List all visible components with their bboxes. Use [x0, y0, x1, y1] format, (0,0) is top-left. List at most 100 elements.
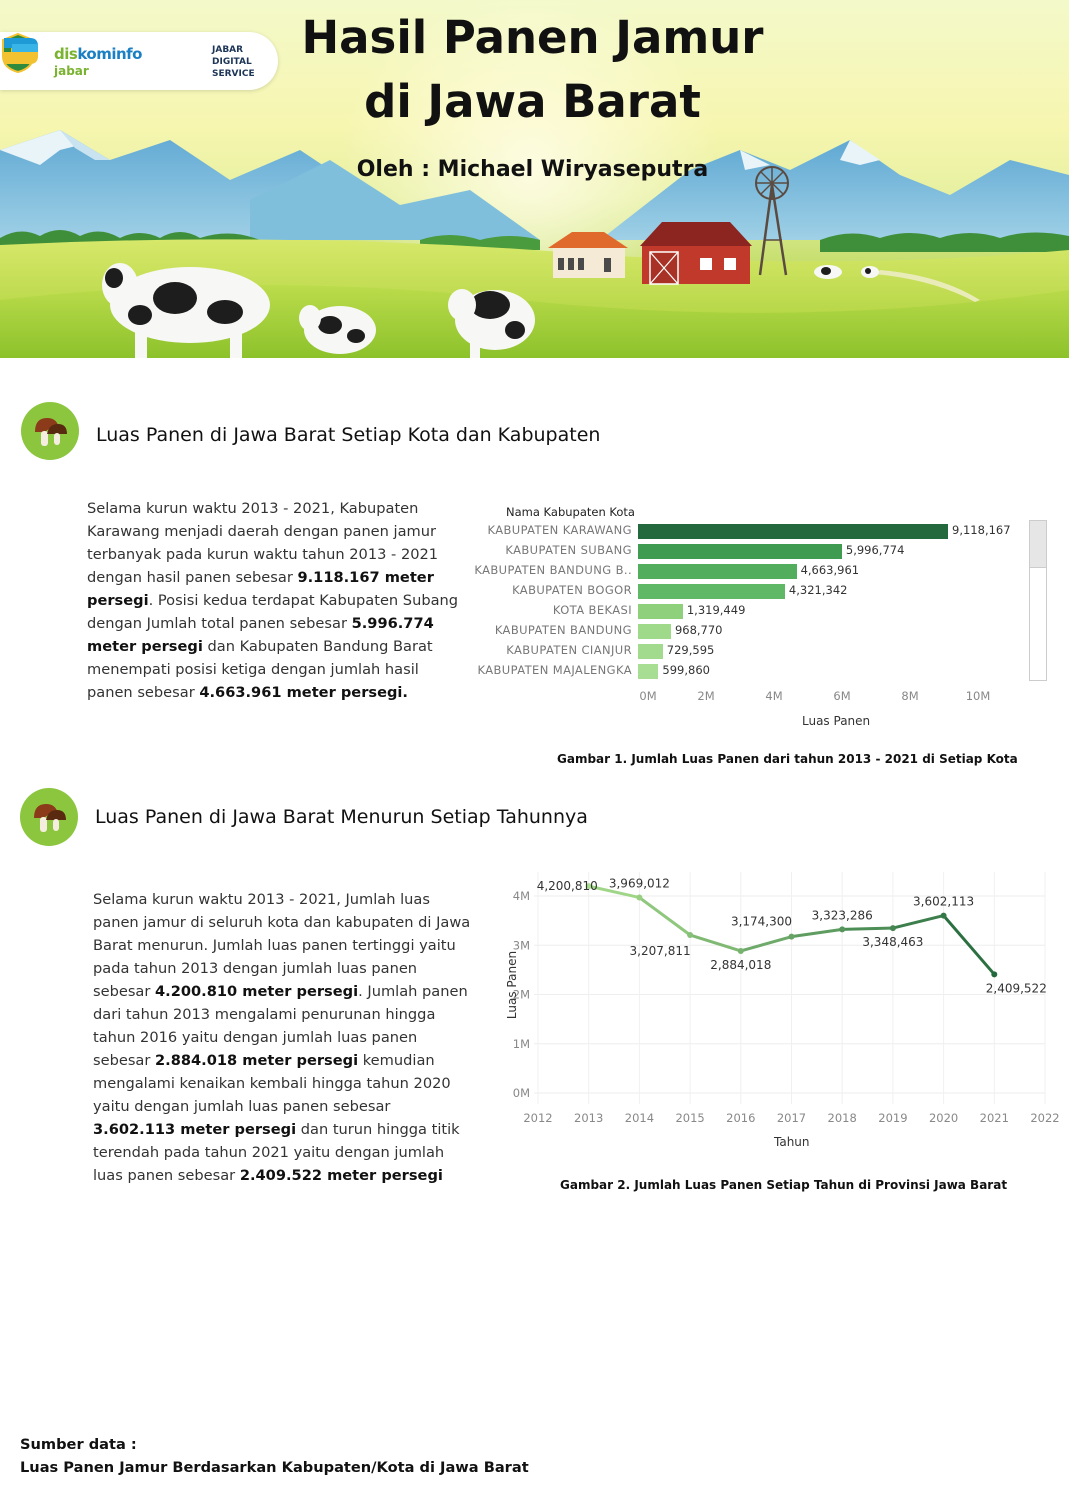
source-text: Luas Panen Jamur Berdasarkan Kabupaten/K… — [20, 1459, 529, 1476]
farm-landscape-illustration — [0, 0, 1069, 358]
bar-x-tick-label: 2M — [697, 689, 715, 703]
line-value-label: 2,409,522 — [986, 981, 1047, 995]
mushroom-icon — [21, 402, 79, 460]
bar-category-label: KABUPATEN MAJALENGKA — [477, 663, 632, 677]
line-value-label: 2,884,018 — [710, 958, 771, 972]
line-point — [991, 971, 998, 978]
figure2-caption: Gambar 2. Jumlah Luas Panen Setiap Tahun… — [560, 1178, 1008, 1192]
x-tick-label: 2017 — [777, 1111, 806, 1125]
bar-mark[interactable] — [638, 584, 785, 599]
bar-x-tick-label: 4M — [765, 689, 783, 703]
calf-illustration — [299, 305, 376, 354]
line-segment — [790, 927, 844, 939]
diskominfo-region: jabar — [54, 64, 89, 78]
bar-mark[interactable] — [638, 604, 683, 619]
x-tick-label: 2018 — [828, 1111, 857, 1125]
source-label: Sumber data : — [20, 1436, 137, 1453]
bar-value-label: 4,663,961 — [800, 563, 860, 577]
x-tick-label: 2020 — [929, 1111, 958, 1125]
line-point — [585, 883, 592, 890]
bar-value-label: 599,860 — [662, 663, 710, 677]
bar-category-label: KABUPATEN BANDUNG — [494, 623, 632, 637]
line-value-label: 3,969,012 — [609, 877, 670, 891]
bar-value-label: 5,996,774 — [845, 543, 905, 557]
bar-x-tick-label: 6M — [833, 689, 851, 703]
bar-mark[interactable] — [638, 544, 842, 559]
red-barn-illustration — [640, 222, 752, 285]
line-segment — [587, 884, 641, 900]
bar-x-tick-label: 0M — [639, 689, 657, 703]
line-value-label: 3,602,113 — [913, 895, 974, 909]
bar-category-label: KABUPATEN CIANJUR — [506, 643, 632, 657]
y-tick-label: 0M — [513, 1086, 530, 1100]
x-tick-label: 2022 — [1030, 1111, 1059, 1125]
mushroom-icon — [20, 788, 78, 846]
bar-x-tick-label: 8M — [901, 689, 919, 703]
y-tick-label: 4M — [513, 889, 530, 903]
line-point — [839, 926, 846, 933]
bar-category-label: KABUPATEN BANDUNG B.. — [474, 563, 632, 577]
cow-illustration — [102, 263, 270, 358]
x-tick-label: 2014 — [625, 1111, 654, 1125]
line-value-label: 3,207,811 — [630, 944, 691, 958]
farmhouse-illustration — [548, 232, 628, 278]
page-title: Hasil Panen Jamur di Jawa Barat — [301, 11, 764, 128]
line-point — [889, 925, 896, 932]
diskominfo-logo: diskominfo — [54, 45, 142, 63]
figure1-caption: Gambar 1. Jumlah Luas Panen dari tahun 2… — [557, 752, 1018, 766]
bar-category-label: KABUPATEN KARAWANG — [487, 523, 632, 537]
x-tick-label: 2013 — [574, 1111, 603, 1125]
cow-illustration-2 — [448, 289, 535, 358]
line-value-label: 4,200,810 — [537, 879, 598, 893]
line-segment — [739, 935, 793, 953]
line-value-label: 3,348,463 — [862, 935, 923, 949]
scrollbar-thumb[interactable] — [1030, 521, 1046, 568]
bar-mark[interactable] — [638, 624, 671, 639]
jds-logo-text: JABAR DIGITAL SERVICE — [212, 45, 255, 79]
jds-mark-icon — [4, 38, 38, 64]
bar-mark[interactable] — [638, 664, 659, 679]
partner-logos: diskominfo jabar JABAR DIGITAL SERVICE — [0, 32, 278, 90]
section1-title: Luas Panen di Jawa Barat Setiap Kota dan… — [96, 424, 601, 446]
bar-mark[interactable] — [638, 564, 797, 579]
x-tick-label: 2015 — [675, 1111, 704, 1125]
line-segment — [840, 926, 895, 931]
line-point — [940, 912, 947, 919]
line-segment — [891, 914, 946, 930]
bar-value-label: 729,595 — [666, 643, 715, 657]
line-point — [788, 933, 795, 940]
bar-chart-x-axis-title: Luas Panen — [802, 714, 871, 728]
bar-value-label: 968,770 — [674, 623, 723, 637]
line-segment — [688, 933, 743, 953]
author-line: Oleh : Michael Wiryaseputra — [356, 157, 709, 182]
bar-mark[interactable] — [638, 524, 949, 539]
y-tick-label: 1M — [513, 1037, 530, 1051]
line-value-label: 3,174,300 — [731, 915, 792, 929]
section2-paragraph: Selama kurun waktu 2013 - 2021, Jumlah l… — [93, 891, 471, 1184]
line-segment — [942, 914, 996, 976]
bar-value-label: 4,321,342 — [788, 583, 848, 597]
line-point — [737, 947, 744, 954]
bar-chart-scrollbar[interactable] — [1029, 520, 1047, 681]
x-tick-label: 2016 — [726, 1111, 755, 1125]
line-chart-y-axis-title: Luas Panen — [505, 950, 520, 1020]
bar-category-label: KOTA BEKASI — [552, 603, 632, 617]
bar-value-label: 9,118,167 — [952, 523, 1011, 537]
header-banner: diskominfo jabar JABAR DIGITAL SERVICE H… — [0, 0, 1069, 358]
bar-mark[interactable] — [638, 644, 663, 659]
x-tick-label: 2021 — [980, 1111, 1009, 1125]
line-point — [636, 894, 643, 901]
bar-category-label: KABUPATEN BOGOR — [512, 583, 632, 597]
line-chart-x-axis-title: Tahun — [774, 1135, 810, 1149]
bar-chart-category-header: Nama Kabupaten Kota — [506, 505, 635, 519]
section1-paragraph: Selama kurun waktu 2013 - 2021, Kabupate… — [87, 500, 459, 701]
line-segment — [637, 896, 692, 937]
distant-cows-illustration — [814, 265, 879, 279]
bar-value-label: 1,319,449 — [686, 603, 746, 617]
x-tick-label: 2012 — [523, 1111, 552, 1125]
line-point — [687, 932, 694, 939]
bar-category-label: KABUPATEN SUBANG — [505, 543, 632, 557]
bar-x-tick-label: 10M — [965, 689, 991, 703]
section2-title: Luas Panen di Jawa Barat Menurun Setiap … — [95, 806, 588, 828]
windmill-illustration — [755, 166, 789, 276]
